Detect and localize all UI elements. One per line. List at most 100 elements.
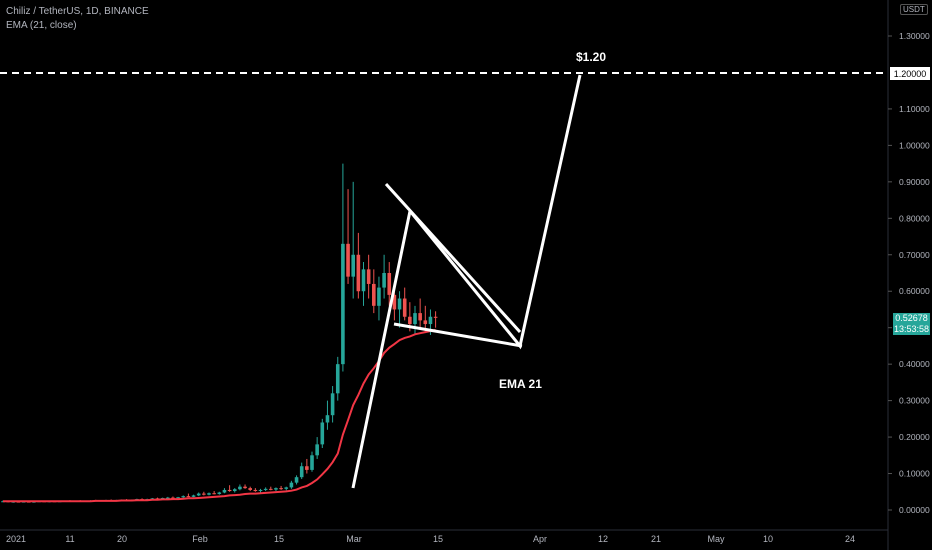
x-tick-label: 2021 [6, 534, 26, 544]
candle-body [428, 316, 433, 325]
countdown-tag: 13:53:58 [893, 324, 930, 335]
candle [176, 496, 180, 499]
x-axis-ticks: 2021 11 20 Feb 15 Mar 15 Apr 12 21 May 10 24 [6, 534, 855, 544]
candle [320, 418, 325, 449]
candle [166, 496, 170, 499]
candle [269, 486, 273, 491]
candle [248, 486, 252, 492]
candle [325, 400, 330, 430]
candle-body [315, 444, 319, 456]
candle-body [196, 493, 201, 496]
candle-body [222, 489, 227, 493]
candle-body [377, 287, 381, 306]
candle-body [299, 466, 304, 478]
candle [402, 287, 407, 321]
candle-body [418, 313, 422, 321]
candle-body [366, 269, 371, 284]
y-tick-label: 0.60000 [899, 286, 930, 296]
candle [227, 485, 232, 492]
candle-body [253, 489, 258, 492]
candle-body [238, 486, 242, 490]
candle [346, 189, 350, 284]
x-tick-label: 24 [845, 534, 855, 544]
currency-badge[interactable]: USDT [900, 4, 928, 15]
y-tick-label: 1.10000 [899, 104, 930, 114]
candle [274, 487, 278, 492]
candle-body [330, 393, 335, 416]
x-tick-label: 15 [433, 534, 443, 544]
candle-body [243, 486, 247, 489]
candle-body [351, 254, 355, 277]
candle [397, 291, 402, 328]
candle-body [382, 273, 386, 288]
candle [335, 356, 340, 401]
candle-body [433, 316, 438, 318]
x-tick-label: 12 [598, 534, 608, 544]
candle-body [341, 243, 345, 365]
x-tick-label: 11 [65, 534, 74, 544]
flagpole-trendline [351, 74, 582, 489]
ema-indicator-label[interactable]: EMA (21, close) [6, 20, 77, 31]
candles-layer [1, 163, 438, 503]
y-tick-label: 1.30000 [899, 31, 930, 41]
candle-body [372, 283, 376, 306]
y-tick-label: 0.10000 [899, 469, 930, 479]
candle [263, 487, 268, 492]
candle [253, 488, 258, 492]
flag-lower-trendline [393, 322, 523, 348]
candle [202, 491, 206, 496]
candle-body [166, 497, 170, 499]
target-price-label: 1.20000 [894, 69, 927, 79]
candle [310, 451, 314, 472]
candle [372, 269, 376, 314]
candle-body [232, 489, 237, 492]
last-price-tag: 0.52678 [893, 313, 930, 324]
candle [289, 480, 294, 489]
candle [243, 484, 247, 489]
candle-body [310, 455, 314, 470]
candle-body [346, 243, 350, 277]
candle-body [413, 313, 417, 325]
candle [186, 493, 191, 498]
candle-body [202, 493, 206, 495]
candle-body [186, 496, 191, 498]
candle-body [212, 493, 216, 495]
candle-body [176, 497, 180, 499]
y-tick-label: 0.80000 [899, 213, 930, 223]
x-tick-label: 15 [274, 534, 284, 544]
candle-body [397, 298, 402, 310]
y-tick-label: 0.70000 [899, 250, 930, 260]
candle [382, 254, 386, 299]
ema-annotation: EMA 21 [499, 377, 542, 391]
candle [238, 484, 242, 491]
y-tick-label: 1.00000 [899, 140, 930, 150]
candle-body [227, 489, 232, 492]
candle [217, 491, 222, 495]
candle-body [387, 273, 392, 295]
candle-body [356, 254, 361, 292]
candle-body [320, 422, 325, 445]
y-tick-label: 0.00000 [899, 505, 930, 515]
candle [279, 485, 283, 490]
candle [356, 232, 361, 299]
candle [181, 495, 186, 498]
candle [433, 311, 438, 328]
x-tick-label: 21 [651, 534, 661, 544]
candle [330, 386, 335, 423]
candle-body [217, 492, 222, 494]
candle-body [191, 495, 196, 497]
y-tick-label: 0.90000 [899, 177, 930, 187]
x-tick-label: 10 [763, 534, 773, 544]
y-tick-label: 0.20000 [899, 432, 930, 442]
candle-body [263, 488, 268, 490]
candle-body [423, 320, 428, 325]
candle-body [258, 489, 263, 492]
candle-body [361, 269, 366, 292]
candle-body [207, 493, 211, 495]
symbol-title[interactable]: Chiliz / TetherUS, 1D, BINANCE [6, 6, 149, 17]
candle [341, 163, 345, 372]
x-tick-label: Apr [533, 534, 547, 544]
candle-body [274, 488, 278, 490]
flag-upper-trendline [384, 182, 522, 334]
